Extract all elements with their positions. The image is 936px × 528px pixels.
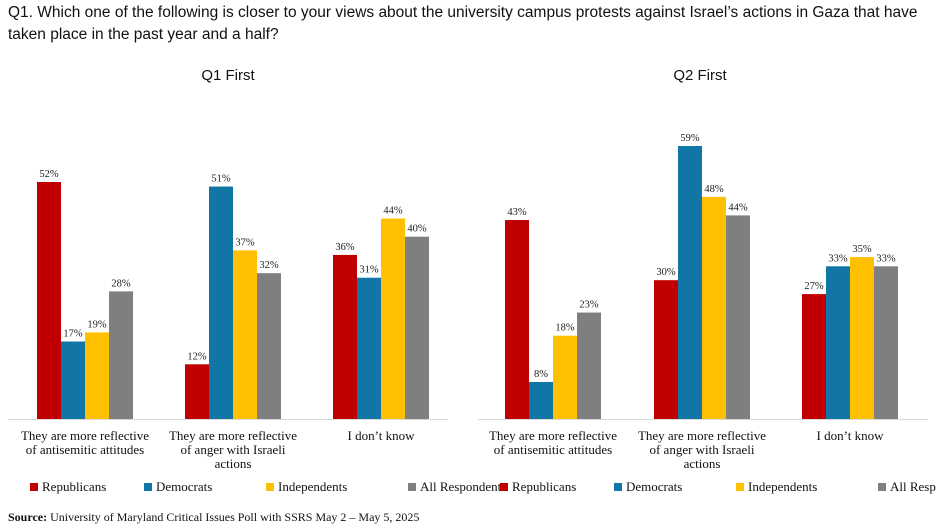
- data-label-2-2-2: 35%: [852, 244, 872, 255]
- bar-1-1-0: [185, 364, 209, 419]
- data-label-1-0-1: 17%: [63, 329, 83, 340]
- legend-label-1-3: All Respondents: [420, 479, 506, 494]
- legend-swatch-1-0: [30, 483, 38, 491]
- bar-2-1-0: [654, 280, 678, 419]
- legend-swatch-1-3: [408, 483, 416, 491]
- category-label-2-1-1: of anger with Israeli: [649, 442, 754, 457]
- bar-1-0-1: [61, 341, 85, 419]
- category-label-2-2-0: I don’t know: [817, 428, 885, 443]
- category-label-2-1-2: actions: [684, 456, 721, 471]
- bar-2-0-0: [505, 220, 529, 419]
- legend-swatch-2-0: [500, 483, 508, 491]
- legend-swatch-2-2: [736, 483, 744, 491]
- bar-2-2-3: [874, 266, 898, 419]
- legend-label-1-0: Republicans: [42, 479, 106, 494]
- category-label-2-1-0: They are more reflective: [638, 428, 766, 443]
- category-label-1-1-2: actions: [215, 456, 252, 471]
- data-label-2-2-1: 33%: [828, 253, 848, 264]
- bar-1-1-1: [209, 186, 233, 419]
- data-label-2-2-0: 27%: [804, 281, 824, 292]
- category-label-2-0-0: They are more reflective: [489, 428, 617, 443]
- data-label-1-0-0: 52%: [39, 169, 59, 180]
- data-label-1-1-1: 51%: [211, 174, 231, 185]
- data-label-2-0-1: 8%: [534, 369, 548, 380]
- legend-label-2-0: Republicans: [512, 479, 576, 494]
- data-label-1-0-2: 19%: [87, 319, 107, 330]
- legend-swatch-1-2: [266, 483, 274, 491]
- bar-2-0-1: [529, 381, 553, 419]
- category-label-2-0-1: of antisemitic attitudes: [494, 442, 612, 457]
- legend-label-2-1: Democrats: [626, 479, 682, 494]
- data-label-2-1-1: 59%: [680, 133, 700, 144]
- bar-1-0-3: [109, 291, 133, 419]
- data-label-1-0-3: 28%: [111, 278, 131, 289]
- source-text: University of Maryland Critical Issues P…: [50, 510, 420, 524]
- bar-2-0-2: [553, 335, 577, 419]
- legend-label-2-3: All Respondents: [890, 479, 936, 494]
- data-label-1-2-1: 31%: [359, 265, 379, 276]
- legend-swatch-2-1: [614, 483, 622, 491]
- bar-1-2-0: [333, 254, 357, 419]
- data-label-1-2-0: 36%: [335, 242, 355, 253]
- bar-1-1-3: [257, 273, 281, 419]
- category-label-1-1-0: They are more reflective: [169, 428, 297, 443]
- bar-1-2-2: [381, 218, 405, 419]
- source-label: Source:: [8, 510, 48, 524]
- data-label-2-2-3: 33%: [876, 253, 896, 264]
- bar-2-2-1: [826, 266, 850, 419]
- question-text: Q1. Which one of the following is closer…: [8, 4, 918, 43]
- data-label-1-2-3: 40%: [407, 224, 427, 235]
- legend-label-1-2: Independents: [278, 479, 347, 494]
- data-label-1-1-0: 12%: [187, 351, 207, 362]
- data-label-1-1-3: 32%: [259, 260, 279, 271]
- data-label-2-0-2: 18%: [555, 323, 575, 334]
- data-label-1-2-2: 44%: [383, 205, 403, 216]
- legend-label-2-2: Independents: [748, 479, 817, 494]
- source-note: Source: University of Maryland Critical …: [8, 510, 419, 525]
- data-label-2-1-0: 30%: [656, 267, 676, 278]
- legend-swatch-2-3: [878, 483, 886, 491]
- legend-label-1-1: Democrats: [156, 479, 212, 494]
- bar-1-2-1: [357, 277, 381, 419]
- category-label-1-0-0: They are more reflective: [21, 428, 149, 443]
- category-label-1-0-1: of antisemitic attitudes: [26, 442, 144, 457]
- bar-1-2-3: [405, 236, 429, 419]
- bar-1-0-2: [85, 332, 109, 419]
- bar-2-0-3: [577, 312, 601, 419]
- bar-2-1-3: [726, 215, 750, 419]
- bar-1-0-0: [37, 182, 61, 419]
- bar-2-2-0: [802, 294, 826, 419]
- data-label-2-0-3: 23%: [579, 300, 599, 311]
- data-label-2-1-2: 48%: [704, 184, 724, 195]
- bar-1-1-2: [233, 250, 257, 419]
- data-label-2-1-3: 44%: [728, 202, 748, 213]
- data-label-2-0-0: 43%: [507, 207, 527, 218]
- category-label-1-1-1: of anger with Israeli: [180, 442, 285, 457]
- category-label-1-2-0: I don’t know: [348, 428, 416, 443]
- chart-title-1: Q1 First: [201, 67, 255, 84]
- bar-2-1-1: [678, 146, 702, 419]
- bar-2-1-2: [702, 196, 726, 419]
- data-label-1-1-2: 37%: [235, 237, 255, 248]
- legend-swatch-1-1: [144, 483, 152, 491]
- chart-title-2: Q2 First: [673, 67, 727, 84]
- bar-2-2-2: [850, 257, 874, 419]
